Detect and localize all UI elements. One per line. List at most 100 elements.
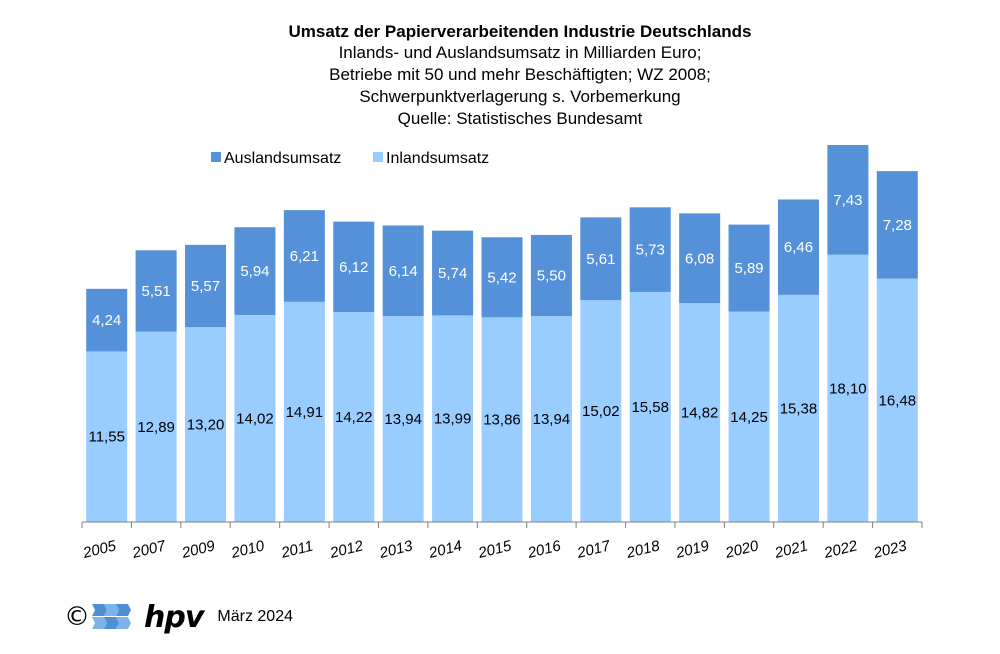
bar-inlandsumsatz-2005 <box>86 351 128 522</box>
x-tick-label-2018: 2018 <box>624 537 662 562</box>
chart-legend: Auslandsumsatz Inlandsumsatz <box>211 150 489 167</box>
x-tick-label-2017: 2017 <box>575 537 613 562</box>
chart-subtitle-line-1: Inlands- und Auslandsumsatz in Milliarde… <box>339 43 702 62</box>
legend-label-inlandsumsatz: Inlandsumsatz <box>386 150 489 167</box>
data-label-auslandsumsatz-2017: 5,61 <box>586 251 615 268</box>
x-tick-label-2021: 2021 <box>772 537 809 562</box>
bar-auslandsumsatz-2011 <box>283 210 325 302</box>
bar-auslandsumsatz-2016 <box>530 234 572 317</box>
chart-subtitle-line-3: Schwerpunktverlagerung s. Vorbemerkung <box>359 87 680 106</box>
x-tick-label-2019: 2019 <box>673 537 711 562</box>
data-label-inlandsumsatz-2022: 18,10 <box>829 380 867 397</box>
logo-chevrons-icon <box>92 604 131 629</box>
data-label-auslandsumsatz-2022: 7,43 <box>833 192 862 209</box>
data-label-inlandsumsatz-2018: 15,58 <box>631 399 669 416</box>
data-label-inlandsumsatz-2017: 15,02 <box>582 403 620 420</box>
bar-inlandsumsatz-2014 <box>432 315 474 522</box>
legend-label-auslandsumsatz: Auslandsumsatz <box>224 150 341 167</box>
legend-swatch-inlandsumsatz <box>373 152 383 162</box>
data-label-auslandsumsatz-2021: 6,46 <box>784 239 813 256</box>
bar-auslandsumsatz-2014 <box>432 230 474 316</box>
bar-auslandsumsatz-2020 <box>728 224 770 312</box>
bar-auslandsumsatz-2015 <box>481 237 523 318</box>
footer: © hpv März 2024 <box>64 599 293 635</box>
bar-inlandsumsatz-2009 <box>185 327 227 522</box>
bar-auslandsumsatz-2009 <box>185 244 227 328</box>
bar-inlandsumsatz-2007 <box>135 331 177 522</box>
bar-inlandsumsatz-2023 <box>876 278 918 522</box>
data-label-inlandsumsatz-2023: 16,48 <box>879 392 917 409</box>
data-label-auslandsumsatz-2009: 5,57 <box>191 278 220 295</box>
bar-auslandsumsatz-2018 <box>629 207 671 292</box>
bar-auslandsumsatz-2023 <box>876 171 918 279</box>
data-label-inlandsumsatz-2014: 13,99 <box>434 411 472 428</box>
bars-group: 11,55 4,24 12,89 5,51 13,20 5,57 14,02 5,94 14,9… <box>86 145 918 522</box>
x-tick-label-2011: 2011 <box>279 537 315 562</box>
x-tick-label-2007: 2007 <box>130 537 168 562</box>
bar-inlandsumsatz-2020 <box>728 311 770 522</box>
x-tick-label-2023: 2023 <box>871 537 909 562</box>
footer-date: März 2024 <box>217 608 293 625</box>
data-label-auslandsumsatz-2015: 5,42 <box>487 269 516 286</box>
x-tick-label-2010: 2010 <box>229 537 267 562</box>
bar-inlandsumsatz-2016 <box>530 316 572 522</box>
bar-inlandsumsatz-2017 <box>580 300 622 522</box>
x-tick-label-2016: 2016 <box>525 537 563 562</box>
data-label-inlandsumsatz-2009: 13,20 <box>187 417 225 434</box>
legend-swatch-auslandsumsatz <box>211 152 221 162</box>
data-label-auslandsumsatz-2007: 5,51 <box>142 283 171 300</box>
data-label-inlandsumsatz-2007: 12,89 <box>137 419 175 436</box>
bar-inlandsumsatz-2015 <box>481 317 523 522</box>
data-label-auslandsumsatz-2014: 5,74 <box>438 265 467 282</box>
chart-subtitle-line-2: Betriebe mit 50 und mehr Beschäftigten; … <box>329 65 711 84</box>
data-label-auslandsumsatz-2012: 6,12 <box>339 259 368 276</box>
data-label-auslandsumsatz-2005: 4,24 <box>92 312 121 329</box>
hpv-logo <box>92 604 131 629</box>
data-label-auslandsumsatz-2023: 7,28 <box>883 217 912 234</box>
bar-auslandsumsatz-2019 <box>679 213 721 304</box>
bar-auslandsumsatz-2022 <box>827 145 869 255</box>
x-tick-label-2005: 2005 <box>80 537 118 562</box>
bar-auslandsumsatz-2010 <box>234 227 276 315</box>
bar-inlandsumsatz-2019 <box>679 303 721 522</box>
data-label-auslandsumsatz-2010: 5,94 <box>240 263 269 280</box>
chart-subtitle-line-4: Quelle: Statistisches Bundesamt <box>398 109 643 128</box>
bar-auslandsumsatz-2007 <box>135 250 177 332</box>
data-label-inlandsumsatz-2011: 14,91 <box>286 404 324 421</box>
x-tick-label-2013: 2013 <box>377 537 415 562</box>
data-label-inlandsumsatz-2012: 14,22 <box>335 409 373 426</box>
data-label-auslandsumsatz-2018: 5,73 <box>636 242 665 259</box>
bar-inlandsumsatz-2013 <box>382 316 424 522</box>
bar-auslandsumsatz-2021 <box>777 199 819 295</box>
data-label-auslandsumsatz-2016: 5,50 <box>537 268 566 285</box>
data-label-inlandsumsatz-2005: 11,55 <box>88 429 124 446</box>
data-label-auslandsumsatz-2013: 6,14 <box>389 263 418 280</box>
data-label-auslandsumsatz-2019: 6,08 <box>685 250 714 267</box>
x-tick-label-2014: 2014 <box>426 537 463 562</box>
bar-auslandsumsatz-2017 <box>580 217 622 301</box>
chart-title-group: Umsatz der Papierverarbeitenden Industri… <box>289 22 752 128</box>
bar-auslandsumsatz-2005 <box>86 288 128 352</box>
data-label-auslandsumsatz-2020: 5,89 <box>734 260 763 277</box>
x-tick-label-2012: 2012 <box>327 537 365 562</box>
x-tick-label-2009: 2009 <box>179 537 217 562</box>
data-label-auslandsumsatz-2011: 6,21 <box>290 248 319 265</box>
data-label-inlandsumsatz-2010: 14,02 <box>236 410 274 427</box>
bar-inlandsumsatz-2018 <box>629 291 671 522</box>
data-label-inlandsumsatz-2019: 14,82 <box>681 405 719 422</box>
bar-inlandsumsatz-2011 <box>283 301 325 522</box>
bar-auslandsumsatz-2013 <box>382 225 424 317</box>
x-tick-label-2022: 2022 <box>822 537 860 562</box>
bar-inlandsumsatz-2010 <box>234 314 276 522</box>
data-label-inlandsumsatz-2020: 14,25 <box>730 409 768 426</box>
copyright-icon: © <box>64 602 90 632</box>
x-axis: 2005 2007 2009 2010 2011 2012 2013 2014 2015 2016… <box>80 521 923 562</box>
data-label-inlandsumsatz-2016: 13,94 <box>533 411 571 428</box>
x-tick-label-2015: 2015 <box>476 537 514 562</box>
bar-inlandsumsatz-2012 <box>333 312 375 522</box>
data-label-inlandsumsatz-2015: 13,86 <box>483 412 521 429</box>
brand-logo-text: hpv <box>144 599 204 635</box>
chart-title: Umsatz der Papierverarbeitenden Industri… <box>289 22 752 41</box>
bar-inlandsumsatz-2021 <box>777 294 819 522</box>
